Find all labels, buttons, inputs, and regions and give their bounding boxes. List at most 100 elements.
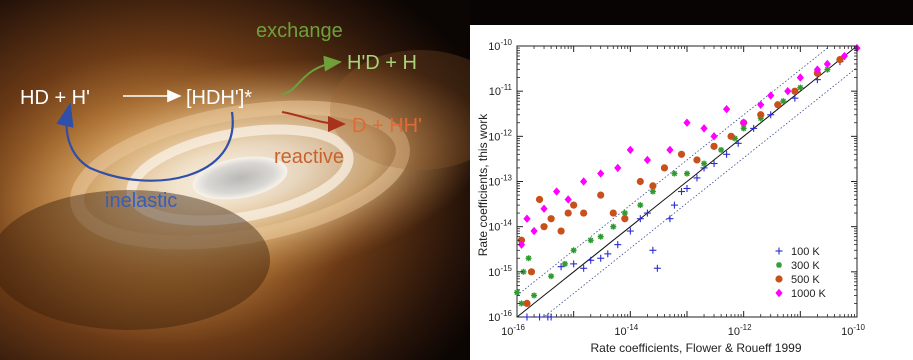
reactive-arrow <box>281 111 346 132</box>
data-point <box>536 313 544 321</box>
data-point <box>523 299 531 308</box>
data-point <box>757 111 765 119</box>
data-point <box>523 313 531 321</box>
data-point <box>813 65 821 74</box>
data-point <box>621 215 629 223</box>
data-point <box>531 292 538 299</box>
legend-marker <box>775 288 783 298</box>
data-point <box>750 124 758 132</box>
data-point <box>621 210 628 217</box>
legend-label: 100 K <box>791 246 820 258</box>
data-point <box>734 139 742 147</box>
data-point <box>693 174 701 182</box>
x-tick-label: 10-16 <box>501 323 525 338</box>
data-point <box>666 215 674 223</box>
data-point <box>580 264 588 272</box>
data-point <box>677 150 686 158</box>
data-point <box>701 160 708 167</box>
inelastic-label: inelastic <box>105 190 177 212</box>
data-point <box>643 209 651 217</box>
data-point <box>791 94 799 102</box>
data-point <box>614 241 622 249</box>
reference-line-equal <box>516 45 858 318</box>
data-point <box>597 169 605 178</box>
y-tick-label: 10-14 <box>488 219 512 234</box>
data-point <box>535 195 544 204</box>
axis-ticks: 10-16 10-14 10-12 10-10 10-16 10-15 10-14 10-13… <box>488 38 865 338</box>
data-point <box>587 237 594 244</box>
x-tick-label: 10-12 <box>728 323 752 338</box>
series-500k <box>517 55 844 308</box>
exchange-products-label: H'D + H <box>347 52 417 74</box>
data-point <box>517 240 526 249</box>
data-point <box>683 184 691 192</box>
data-point <box>597 254 605 262</box>
data-point <box>540 204 548 213</box>
data-point <box>525 255 532 262</box>
data-point <box>693 156 701 164</box>
data-point <box>796 73 804 82</box>
data-point <box>683 118 691 127</box>
data-point <box>626 227 634 235</box>
data-point <box>527 268 536 276</box>
y-tick-label: 10-10 <box>488 38 512 53</box>
data-point <box>514 289 520 296</box>
data-point <box>671 170 678 177</box>
reactants-label: HD + H' <box>20 87 90 109</box>
data-point <box>784 86 792 96</box>
data-point <box>740 118 748 127</box>
data-point <box>548 273 555 280</box>
data-point <box>718 146 725 153</box>
data-point <box>636 177 644 186</box>
data-point <box>561 260 568 267</box>
data-point <box>727 132 735 140</box>
data-point <box>580 177 588 186</box>
data-point <box>678 188 686 196</box>
data-point <box>723 150 731 158</box>
data-point <box>710 142 718 150</box>
data-point <box>791 87 799 95</box>
data-points <box>514 43 861 321</box>
data-point <box>609 209 617 217</box>
legend: 100 K 300 K 500 K 1000 K <box>775 246 827 300</box>
data-point <box>564 209 572 217</box>
data-point <box>570 247 577 254</box>
y-tick-label: 10-16 <box>488 309 512 324</box>
inelastic-arrow <box>56 102 234 182</box>
data-point <box>823 59 831 69</box>
legend-label: 1000 K <box>791 288 827 300</box>
data-point <box>540 223 548 231</box>
data-point <box>836 55 844 64</box>
legend-label: 300 K <box>791 260 820 272</box>
data-point <box>660 164 669 172</box>
y-tick-label: 10-12 <box>488 128 512 143</box>
legend-label: 500 K <box>791 274 820 286</box>
data-point <box>813 76 821 84</box>
data-point <box>564 195 572 204</box>
data-point <box>767 91 775 100</box>
y-axis-label: Rate coefficients, this work <box>476 113 490 257</box>
rate-coefficient-scatter-plot: 10-16 10-14 10-12 10-10 10-16 10-15 10-14 10-13… <box>476 38 865 355</box>
data-point <box>780 98 787 105</box>
legend-marker <box>775 247 783 255</box>
data-point <box>523 214 531 223</box>
complex-label: [HDH']* <box>186 87 252 109</box>
data-point <box>710 160 718 168</box>
data-point <box>610 223 617 230</box>
x-tick-label: 10-14 <box>614 323 638 338</box>
data-point <box>547 215 555 223</box>
y-tick-label: 10-15 <box>488 264 512 279</box>
data-point <box>797 84 804 91</box>
series-300k <box>514 66 831 307</box>
reactive-label: reactive <box>274 146 344 168</box>
data-point <box>597 191 605 199</box>
exchange-label: exchange <box>256 20 343 42</box>
data-point <box>653 264 661 272</box>
data-point <box>604 250 612 258</box>
data-point <box>840 51 849 61</box>
rate-coefficient-chart-panel: 10-16 10-14 10-12 10-10 10-16 10-15 10-14 10-13… <box>470 25 913 360</box>
data-point <box>557 227 565 235</box>
data-point <box>570 201 578 209</box>
data-point <box>649 182 657 190</box>
data-point <box>597 233 604 240</box>
